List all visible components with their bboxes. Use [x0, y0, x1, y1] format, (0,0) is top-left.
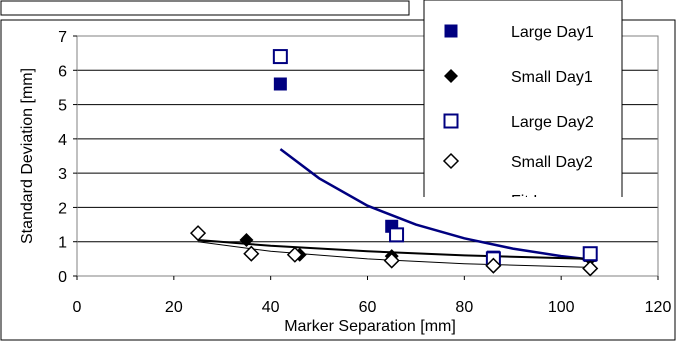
data-point-square — [582, 246, 598, 262]
data-point-square — [273, 77, 287, 91]
legend-label-partial: Fit L... — [511, 193, 555, 210]
legend-label: Large Day1 — [511, 24, 594, 41]
legend-marker-diamond-filled — [444, 69, 458, 83]
y-tick-label: 4 — [58, 132, 67, 149]
x-tick-label: 120 — [645, 299, 672, 316]
x-tick-label: 40 — [262, 299, 280, 316]
x-tick-label: 60 — [359, 299, 377, 316]
axis-ticks: 0 1 2 3 4 5 6 7 0 20 40 60 80 100 120 — [58, 29, 671, 316]
y-axis-label: Standard Deviation [mm] — [19, 68, 36, 244]
legend-marker-diamond-open — [442, 152, 460, 170]
trendline — [197, 241, 591, 268]
data-point-diamond — [582, 260, 599, 277]
data-point-square — [389, 227, 405, 243]
data-point-diamond — [286, 246, 303, 263]
data-point-diamond — [189, 225, 207, 242]
legend: Large Day1 Small Day1 Large Day2 Small Day2… — [423, 0, 623, 210]
legend-marker-square-open — [443, 113, 459, 129]
data-point-diamond — [485, 257, 502, 274]
data-point-diamond — [239, 233, 254, 247]
legend-marker-square-filled — [444, 24, 458, 38]
x-tick-label: 0 — [73, 299, 82, 316]
y-tick-label: 2 — [58, 200, 67, 217]
x-axis-label: Marker Separation [mm] — [284, 318, 456, 335]
data-point-diamond — [243, 245, 260, 262]
title-bar-frame — [0, 0, 410, 16]
legend-label: Large Day2 — [511, 114, 594, 131]
y-tick-label: 3 — [58, 166, 67, 183]
y-tick-label: 5 — [58, 98, 67, 115]
y-tick-label: 6 — [58, 63, 67, 80]
data-point-square — [272, 49, 288, 65]
x-tick-label: 100 — [548, 299, 575, 316]
y-tick-label: 0 — [58, 269, 67, 286]
data-point-diamond — [383, 252, 400, 269]
trendline — [279, 148, 591, 261]
data-points — [189, 49, 599, 277]
y-tick-label: 1 — [58, 235, 67, 252]
y-tick-label: 7 — [58, 29, 67, 46]
legend-label: Small Day1 — [511, 69, 593, 86]
x-tick-label: 20 — [165, 299, 183, 316]
legend-label: Small Day2 — [511, 154, 593, 171]
x-tick-label: 80 — [455, 299, 473, 316]
